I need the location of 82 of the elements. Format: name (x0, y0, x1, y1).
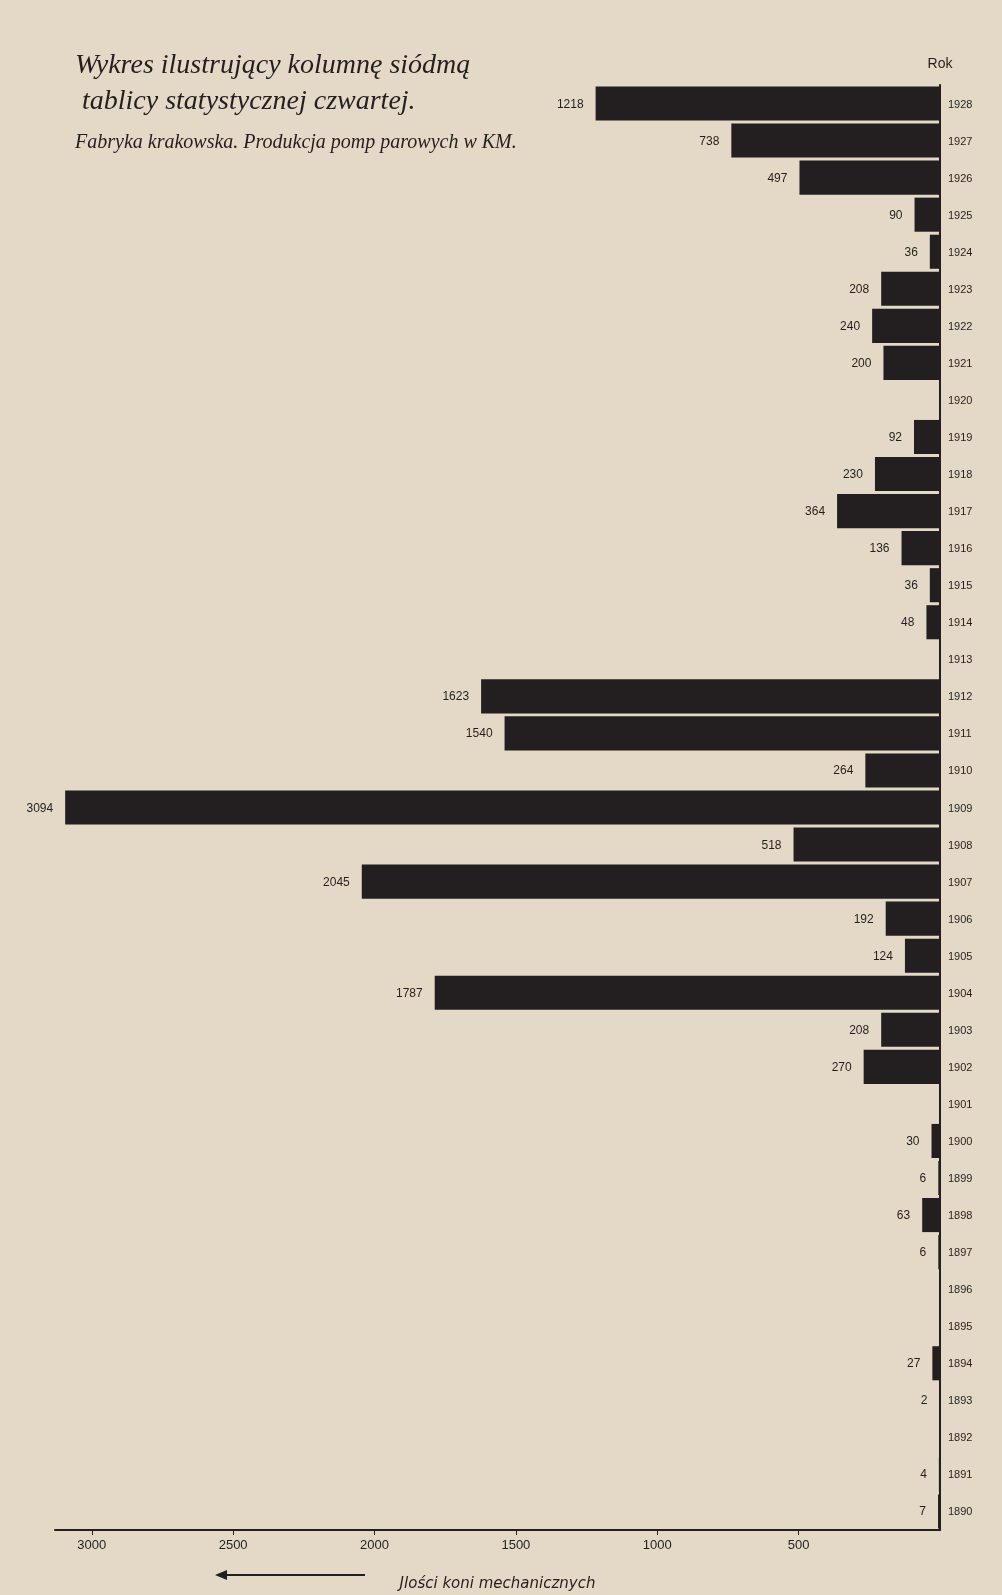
y-axis-title: Rok (927, 55, 954, 71)
x-tick-label: 2000 (360, 1537, 389, 1552)
data-label: 230 (842, 467, 864, 482)
y-tick-label: 1894 (948, 1357, 973, 1370)
data-label: 240 (840, 318, 861, 333)
y-tick-label: 1896 (948, 1283, 973, 1296)
data-label: 90 (889, 207, 903, 222)
y-tick-label: 1899 (948, 1172, 973, 1185)
data-label: 36 (904, 244, 919, 259)
y-tick-label: 1927 (948, 134, 973, 147)
data-label: 2045 (323, 874, 351, 889)
y-tick-label: 1907 (948, 875, 973, 888)
y-tick-label: 1912 (948, 690, 973, 703)
y-tick-label: 1900 (948, 1134, 973, 1147)
data-label: 124 (872, 948, 894, 963)
data-label: 6 (919, 1171, 927, 1186)
data-label: 518 (761, 837, 782, 852)
y-tick-label: 1915 (948, 579, 973, 592)
y-tick-label: 1922 (948, 319, 973, 332)
y-tick-label: 1905 (948, 949, 973, 962)
data-label: 192 (853, 911, 875, 926)
y-tick-label: 1906 (948, 912, 973, 925)
data-label: 497 (767, 170, 788, 185)
data-label: 36 (904, 578, 919, 593)
y-tick-label: 1924 (948, 245, 973, 258)
data-label: 92 (888, 429, 903, 444)
y-tick-label: 1903 (948, 1023, 973, 1036)
data-label: 7 (919, 1504, 927, 1519)
y-tick-label: 1921 (948, 356, 973, 369)
y-tick-label: 1909 (948, 801, 973, 814)
y-tick-label: 1917 (948, 505, 973, 518)
chart-title: Wykres ilustrujący kolumnę siódmą tablicy statystycznej czwartej. (75, 47, 471, 115)
y-tick-label: 1916 (948, 542, 973, 555)
y-tick-label: 1901 (948, 1097, 973, 1110)
y-tick-label: 1911 (948, 727, 972, 740)
y-tick-label: 1904 (948, 986, 973, 999)
x-axis-title: Jlości koni mechanicznych (396, 1573, 596, 1592)
x-tick-label: 1000 (642, 1537, 672, 1552)
y-tick-label: 1892 (948, 1431, 973, 1444)
y-tick-label: 1928 (948, 97, 973, 110)
data-label: 200 (851, 355, 872, 370)
data-label: 1787 (396, 985, 424, 1000)
data-label: 2 (920, 1393, 928, 1408)
data-label: 27 (907, 1356, 921, 1371)
x-tick-label: 500 (787, 1537, 810, 1552)
y-tick-label: 1919 (948, 430, 973, 443)
x-tick-label: 1500 (501, 1537, 531, 1552)
text: Fabryka krakowska. Produkcja pomp parowych w KM. (74, 130, 517, 153)
y-tick-label: 1913 (948, 653, 973, 666)
data-label: 63 (896, 1208, 911, 1223)
y-tick-label: 1890 (948, 1505, 973, 1518)
data-label: 1540 (465, 726, 493, 741)
data-label: 136 (869, 541, 890, 556)
y-tick-label: 1908 (948, 838, 973, 851)
y-tick-label: 1910 (948, 764, 973, 777)
data-label: 4 (920, 1467, 928, 1482)
x-tick-label: 2500 (218, 1537, 248, 1552)
y-tick-label: 1891 (948, 1468, 973, 1481)
y-tick-label: 1918 (948, 468, 973, 481)
data-label: 3094 (26, 800, 54, 815)
data-label: 208 (849, 1022, 870, 1037)
data-label: 264 (833, 763, 854, 778)
data-label: 738 (699, 133, 720, 148)
data-label: 6 (919, 1245, 927, 1260)
y-tick-label: 1902 (948, 1060, 973, 1073)
data-label: 270 (831, 1059, 852, 1074)
y-tick-label: 1893 (948, 1394, 973, 1407)
data-label: 208 (849, 281, 870, 296)
y-tick-label: 1897 (948, 1246, 973, 1259)
data-label: 1623 (442, 689, 470, 704)
y-tick-label: 1925 (948, 208, 973, 221)
y-tick-label: 1926 (948, 171, 973, 184)
x-tick-label: 3000 (77, 1537, 107, 1552)
data-label: 30 (906, 1133, 920, 1148)
y-tick-label: 1914 (948, 616, 973, 629)
data-label: 364 (805, 504, 826, 519)
data-label: 48 (901, 615, 915, 630)
y-tick-label: 1895 (948, 1320, 973, 1333)
y-tick-label: 1920 (948, 393, 973, 406)
y-tick-label: 1898 (948, 1209, 973, 1222)
data-label: 1218 (556, 96, 584, 111)
y-tick-label: 1923 (948, 282, 973, 295)
